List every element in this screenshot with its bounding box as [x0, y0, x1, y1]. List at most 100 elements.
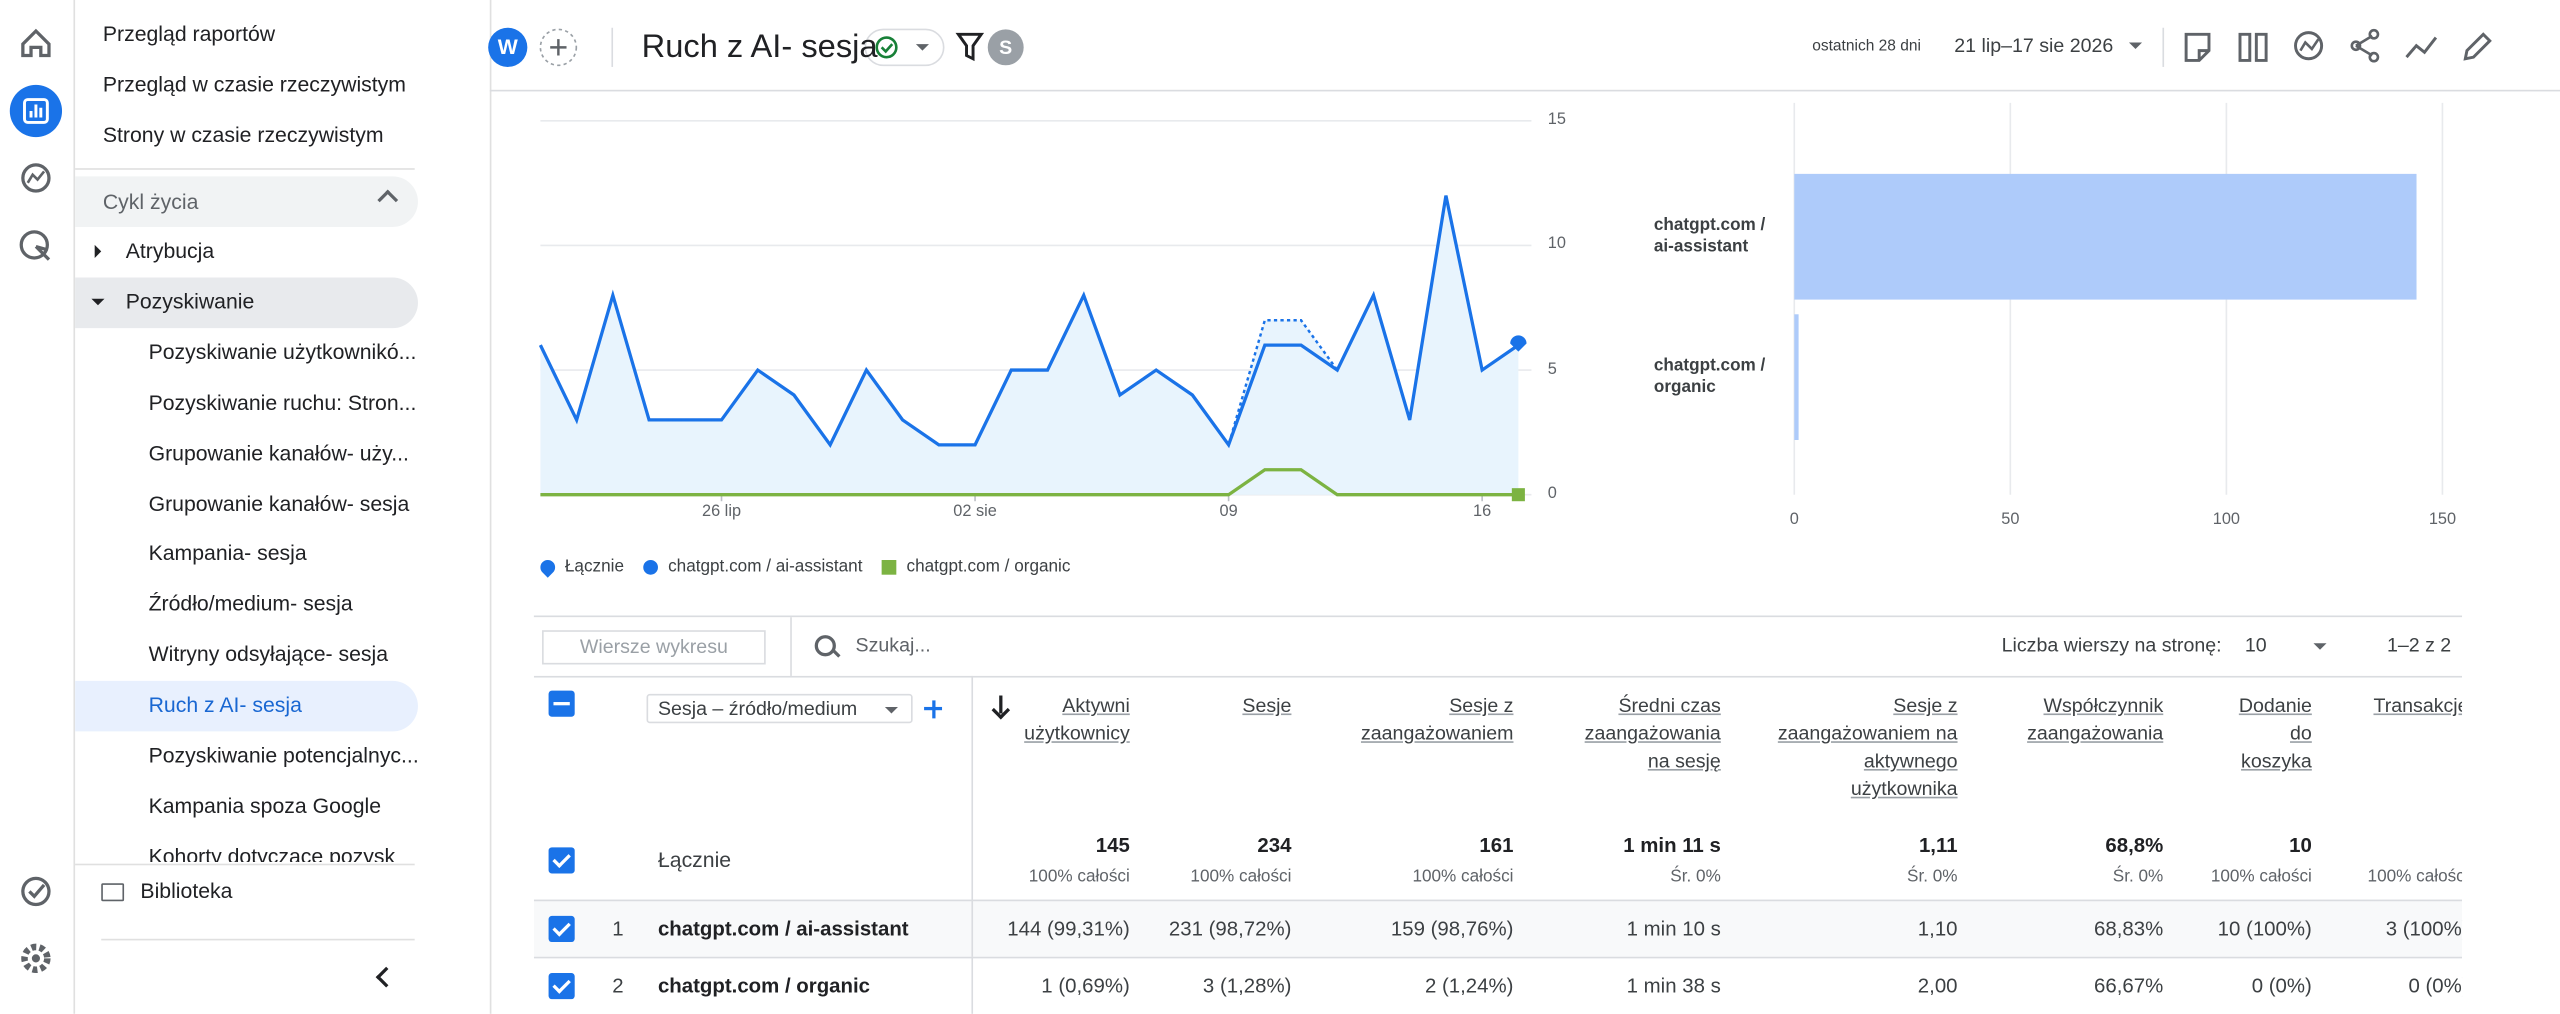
date-range-label: ostatnich 28 dni [1812, 37, 1921, 56]
group-caret [91, 298, 105, 306]
add-comparison[interactable] [539, 28, 578, 67]
totals-sub: 100% całości [1190, 866, 1292, 887]
section-bg[interactable] [75, 176, 418, 227]
rows-caret[interactable] [2313, 643, 2327, 650]
legend-label[interactable]: chatgpt.com / ai-assistant [668, 556, 863, 577]
nav-subitem[interactable]: Pozyskiwanie potencjalnyc... [148, 742, 419, 768]
chart-rows-button[interactable]: Wiersze wykresu [542, 630, 766, 665]
nav-item[interactable]: Strony w czasie rzeczywistym [102, 122, 384, 147]
column-header[interactable]: Aktywni użytkownicy [1024, 693, 1130, 745]
column-header[interactable]: Sesje z zaangażowaniem na aktywnego użyt… [1777, 693, 1958, 800]
totals-sub: 100% całości [1028, 866, 1130, 887]
trend-icon[interactable] [2405, 36, 2438, 59]
note-icon[interactable] [2184, 32, 2211, 62]
nav-subitem[interactable]: Kampania- sesja [148, 541, 307, 566]
x-tick-label: 26 lip [701, 502, 742, 521]
checkbox[interactable] [548, 915, 575, 942]
nav-subitem[interactable]: Kampania spoza Google [148, 792, 382, 818]
checkbox[interactable] [548, 972, 575, 999]
dim-divider [971, 675, 974, 1014]
rows-per-page[interactable]: 10 [2244, 633, 2267, 657]
toolbar-divider [790, 617, 792, 676]
checkbox[interactable] [548, 690, 575, 717]
nav-subitem[interactable]: Ruch z AI- sesja [148, 692, 302, 717]
date-caret[interactable] [2128, 42, 2143, 49]
admin-check-icon[interactable] [21, 876, 51, 907]
column-header[interactable]: Transakcje [2373, 693, 2463, 717]
nav-subitem[interactable]: Pozyskiwanie ruchu: Stron... [148, 389, 417, 415]
insights-icon[interactable] [2294, 31, 2324, 61]
compare-icon[interactable] [2238, 32, 2268, 62]
checkbox-tick [552, 974, 571, 993]
nav-group[interactable]: Pozyskiwanie [125, 288, 255, 314]
nav-divider [75, 168, 415, 170]
header-icons [488, 27, 2492, 67]
report-title: Ruch z AI- sesja [641, 29, 878, 66]
totals-value: 10 [2289, 834, 2312, 858]
column-header[interactable]: Współczynnik zaangażowania [2027, 693, 2164, 745]
chip-caret [915, 44, 929, 51]
totals-sub: 100% całości [2367, 866, 2463, 887]
totals-value: 1 min 11 s [1623, 834, 1721, 858]
nav-subitem[interactable]: Grupowanie kanałów- uży... [148, 440, 409, 465]
row-cell: 231 (98,72%) [1168, 916, 1292, 940]
nav-subitem[interactable]: Kohorty dotyczące pozysk [148, 843, 396, 863]
x-tick-label: 100 [2212, 511, 2240, 529]
advertising-glyph [34, 244, 51, 261]
group-active-bg [75, 277, 418, 329]
y-tick-label: 15 [1547, 111, 1566, 129]
home-icon[interactable] [21, 28, 51, 58]
nav-item[interactable]: Przegląd raportów [102, 21, 276, 46]
x-tick-label: 09 [1219, 502, 1238, 521]
reports-glyph-bars [29, 104, 43, 118]
avatar-circle[interactable] [488, 27, 528, 67]
dimension-select[interactable]: Sesja – źródło/medium [646, 693, 913, 724]
x-tick-label: 02 sie [953, 502, 997, 521]
column-header[interactable]: Sesje [1242, 693, 1292, 717]
settings-icon[interactable] [21, 943, 51, 974]
rail-icons [9, 28, 63, 974]
column-header[interactable]: Dodanie do koszyka [2238, 693, 2312, 773]
nav-subitem[interactable]: Grupowanie kanałów- sesja [148, 490, 410, 516]
row-rank: 1 [612, 916, 624, 940]
column-header[interactable]: Średni czas zaangażowania na sesję [1584, 693, 1721, 773]
legend-label[interactable]: chatgpt.com / organic [906, 556, 1071, 577]
nav-subitem[interactable]: Witryny odsyłające- sesja [148, 641, 389, 667]
row-bg[interactable] [533, 956, 2463, 1014]
row-cell: 68,83% [2094, 916, 2164, 940]
sort-arrow-shaft [999, 695, 1003, 714]
explore-glyph [26, 170, 46, 184]
totals-label: Łącznie [657, 847, 732, 872]
advertising-icon[interactable] [19, 230, 49, 260]
explore-icon[interactable] [21, 163, 51, 193]
totals-sub: 100% całości [2210, 866, 2312, 887]
row-cell: 0 (0%) [2251, 973, 2312, 997]
date-range[interactable]: 21 lip–17 sie 2026 [1954, 34, 2114, 58]
filter-icon[interactable] [955, 32, 985, 62]
icon-rail [0, 0, 76, 1014]
row-name: chatgpt.com / organic [657, 973, 871, 997]
row-bg[interactable] [533, 899, 2463, 959]
edit-icon[interactable] [2463, 32, 2492, 61]
legend-label[interactable]: Łącznie [564, 556, 625, 577]
nav-subitem[interactable]: Źródło/medium- sesja [148, 591, 353, 616]
library-link[interactable]: Biblioteka [140, 878, 233, 903]
checkbox-tick [552, 917, 571, 936]
totals-value: 234 [1257, 834, 1292, 858]
bar-category-label: chatgpt.com / organic [1653, 355, 1766, 397]
checkbox[interactable] [548, 847, 575, 874]
totals-value: 68,8% [2105, 834, 2164, 858]
nav-group[interactable]: Atrybucja [125, 238, 215, 263]
status-chip[interactable] [864, 28, 945, 67]
user-circle[interactable] [987, 29, 1024, 66]
totals-value: 1,11 [1918, 834, 1958, 858]
y-tick-label: 5 [1547, 360, 1557, 379]
column-header[interactable]: Sesje z zaangażowaniem [1360, 693, 1514, 745]
row-cell: 0 (0%) [2408, 973, 2462, 997]
pagination: 1–2 z 2 [2386, 633, 2452, 657]
row-cell: 1 (0,69%) [1041, 973, 1130, 997]
nav-item[interactable]: Przegląd w czasie rzeczywistym [102, 71, 406, 97]
nav-subitem[interactable]: Pozyskiwanie użytkownikó... [148, 339, 417, 365]
folder-icon [101, 883, 125, 902]
search-input[interactable]: Szukaj... [855, 633, 931, 657]
